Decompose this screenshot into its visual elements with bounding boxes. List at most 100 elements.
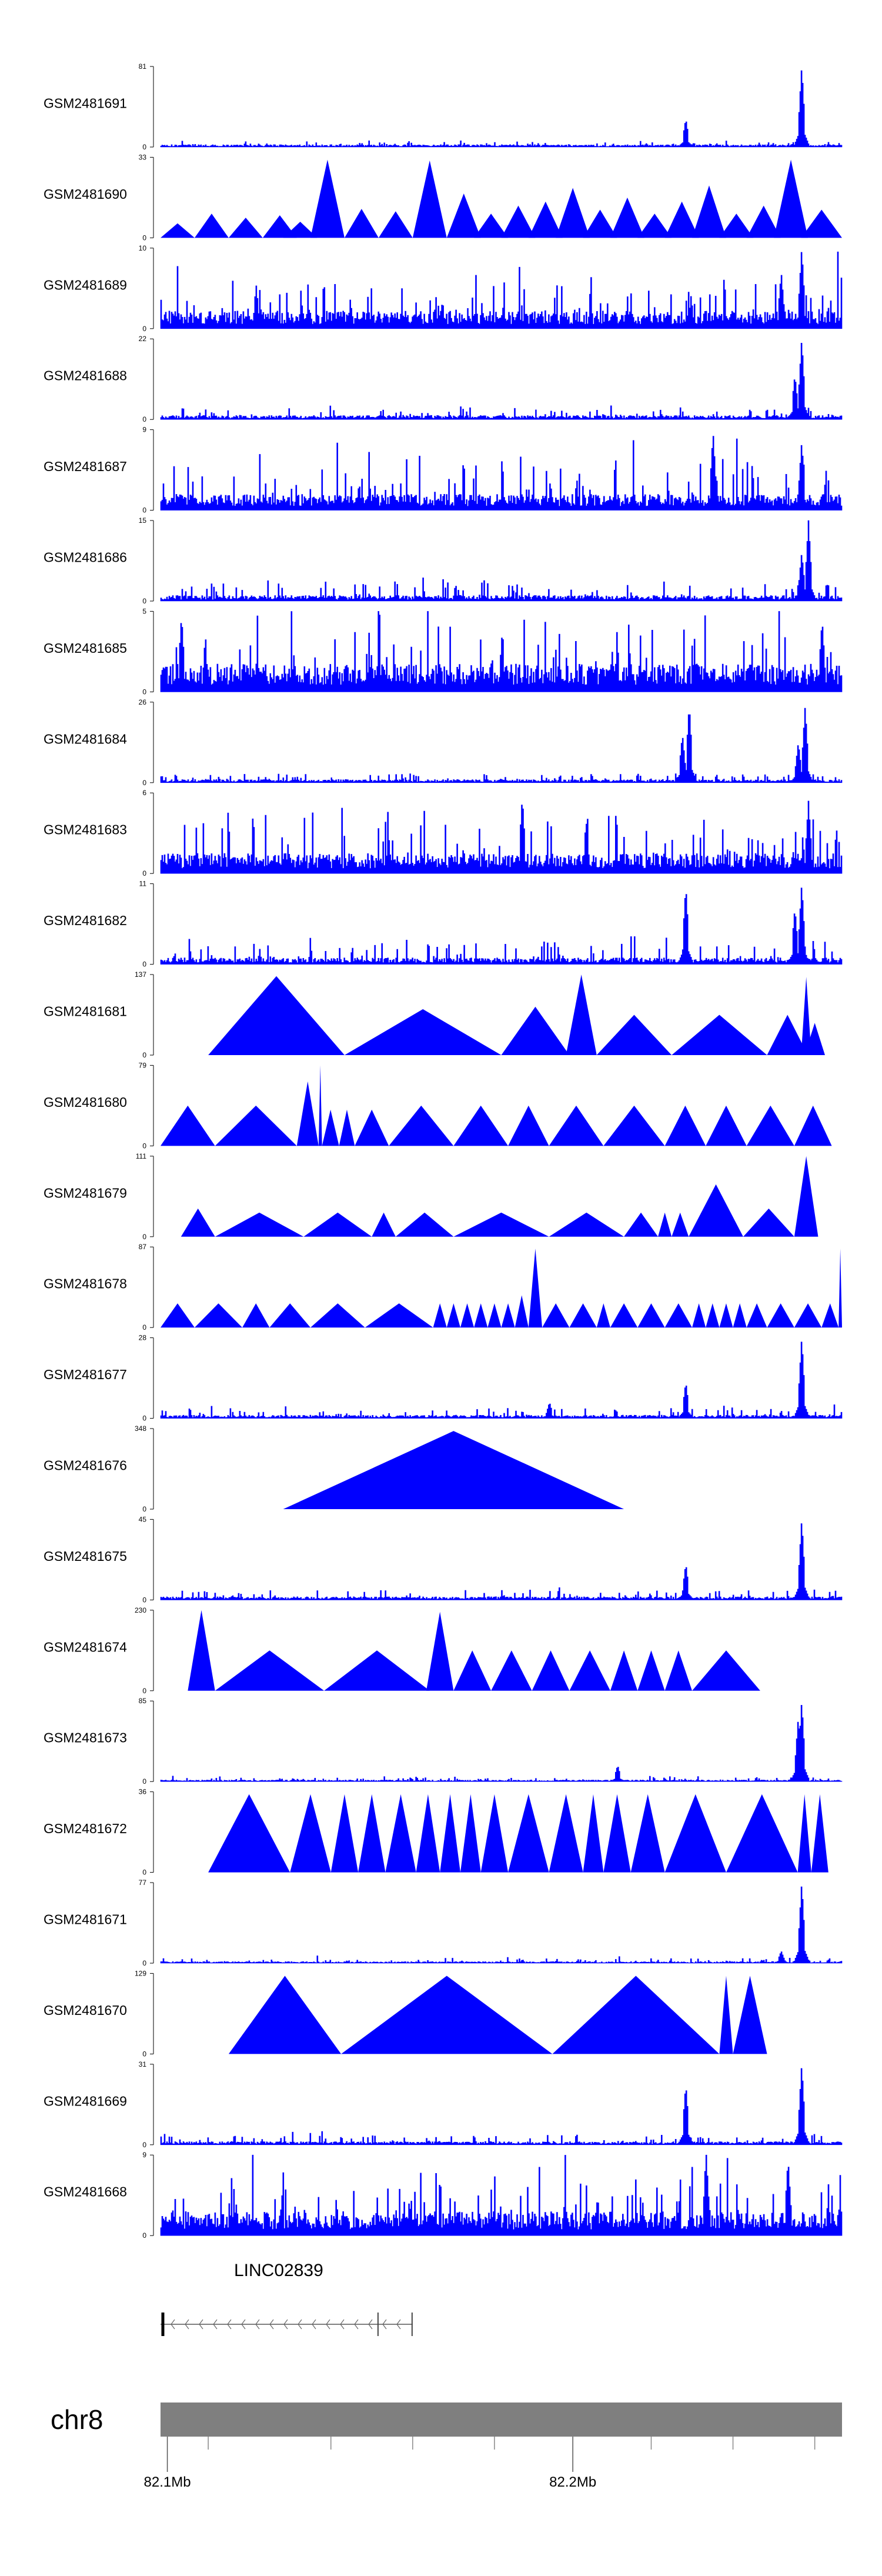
y-min-label: 0 <box>142 688 146 696</box>
y-min-label: 0 <box>142 2141 146 2149</box>
coverage-triangle <box>501 205 536 238</box>
y-max-label: 28 <box>139 1334 147 1342</box>
track-GSM2481668: GSM2481668 9 0 <box>44 2151 843 2240</box>
track-label: GSM2481677 <box>44 1367 127 1382</box>
chromosome-track: chr8 <box>51 2403 842 2437</box>
chromosome-label: chr8 <box>51 2404 103 2435</box>
track-GSM2481671: GSM2481671 77 0 <box>44 1878 843 1967</box>
coverage-triangle <box>692 185 726 238</box>
strand-arrow <box>241 2319 246 2330</box>
track-label: GSM2481687 <box>44 459 127 474</box>
coverage-triangle <box>339 1109 355 1146</box>
y-max-label: 22 <box>139 335 147 343</box>
coverage-triangle <box>569 1303 597 1328</box>
coverage-area <box>160 1705 843 1782</box>
track-GSM2481683: GSM2481683 6 0 <box>44 789 843 877</box>
track-GSM2481688: GSM2481688 22 0 <box>44 335 843 423</box>
coverage-triangle <box>508 1105 549 1146</box>
track-label: GSM2481670 <box>44 2003 127 2018</box>
track-GSM2481670: GSM2481670 129 0 <box>44 1969 767 2058</box>
coverage-triangle <box>460 1303 475 1328</box>
coverage-triangle <box>637 213 672 238</box>
coverage-triangle <box>208 976 345 1055</box>
coverage-triangle <box>416 1794 440 1873</box>
coverage-triangle <box>303 1212 372 1237</box>
coverage-triangle <box>453 1650 492 1691</box>
coverage-triangle <box>603 1794 631 1873</box>
coverage-triangle <box>487 1303 502 1328</box>
y-min-label: 0 <box>142 1868 146 1877</box>
coverage-area <box>160 611 843 692</box>
coverage-triangle <box>161 1303 195 1328</box>
y-min-label: 0 <box>142 1142 146 1150</box>
coverage-triangle <box>296 1081 319 1146</box>
coverage-triangle <box>664 201 699 238</box>
coverage-triangle <box>774 159 808 238</box>
coverage-triangle <box>719 213 754 238</box>
coverage-triangle <box>743 1208 794 1237</box>
y-max-label: 45 <box>139 1515 147 1523</box>
track-label: GSM2481681 <box>44 1003 127 1019</box>
y-max-label: 77 <box>139 1878 147 1887</box>
coverage-triangle <box>692 1650 760 1691</box>
coverage-triangle <box>794 1105 832 1146</box>
y-min-label: 0 <box>142 1777 146 1786</box>
track-GSM2481686: GSM2481686 15 0 <box>44 516 843 605</box>
gene-annotation: LINC02839 <box>161 2261 413 2336</box>
track-label: GSM2481680 <box>44 1095 127 1110</box>
strand-arrow <box>171 2319 175 2330</box>
y-min-label: 0 <box>142 960 146 969</box>
track-GSM2481681: GSM2481681 137 0 <box>44 970 826 1059</box>
coverage-triangle <box>440 1794 460 1873</box>
coverage-triangle <box>610 197 644 238</box>
coverage-triangle <box>630 1794 665 1873</box>
axis-tick-label: 82.1Mb <box>144 2474 191 2490</box>
coverage-area <box>160 708 843 783</box>
track-label: GSM2481683 <box>44 822 127 837</box>
y-max-label: 26 <box>139 698 147 706</box>
coverage-triangle <box>208 1794 290 1873</box>
track-GSM2481675: GSM2481675 45 0 <box>44 1515 843 1604</box>
y-min-label: 0 <box>142 506 146 515</box>
track-label: GSM2481686 <box>44 549 127 565</box>
y-min-label: 0 <box>142 1051 146 1059</box>
coverage-triangle <box>549 1212 624 1237</box>
coverage-triangle <box>318 1065 322 1146</box>
y-min-label: 0 <box>142 1414 146 1423</box>
y-min-label: 0 <box>142 2231 146 2240</box>
y-max-label: 81 <box>139 62 147 71</box>
coverage-triangle <box>838 1248 842 1328</box>
coverage-triangle <box>215 1650 325 1691</box>
track-GSM2481684: GSM2481684 26 0 <box>44 698 843 787</box>
coverage-triangle <box>283 222 318 238</box>
coverage-triangle <box>310 159 345 238</box>
coverage-triangle <box>767 1303 794 1328</box>
coverage-triangle <box>692 1303 706 1328</box>
coverage-triangle <box>269 1303 310 1328</box>
track-GSM2481678: GSM2481678 87 0 <box>44 1243 842 1332</box>
coverage-triangle <box>664 1794 726 1873</box>
track-label: GSM2481671 <box>44 1911 127 1927</box>
track-GSM2481672: GSM2481672 36 0 <box>44 1788 828 1877</box>
coverage-triangle <box>804 1023 826 1055</box>
gene-label: LINC02839 <box>234 2261 323 2280</box>
track-label: GSM2481689 <box>44 277 127 292</box>
gene-exon <box>161 2313 165 2336</box>
coverage-triangle <box>194 1303 243 1328</box>
coverage-triangle <box>624 1212 659 1237</box>
y-max-label: 6 <box>142 789 146 797</box>
track-GSM2481680: GSM2481680 79 0 <box>44 1061 832 1150</box>
coverage-area <box>160 520 843 602</box>
y-max-label: 79 <box>139 1061 147 1069</box>
strand-arrow <box>185 2319 189 2330</box>
strand-arrow <box>326 2319 330 2330</box>
y-min-label: 0 <box>142 415 146 423</box>
axis-tick-label: 82.2Mb <box>549 2474 596 2490</box>
y-max-label: 10 <box>139 244 147 252</box>
track-GSM2481685: GSM2481685 5 0 <box>44 607 843 696</box>
track-label: GSM2481682 <box>44 913 127 928</box>
coverage-triangle <box>733 1303 747 1328</box>
coverage-triangle <box>433 1303 447 1328</box>
coverage-triangle <box>290 1794 331 1873</box>
gene-exon <box>411 2313 413 2336</box>
